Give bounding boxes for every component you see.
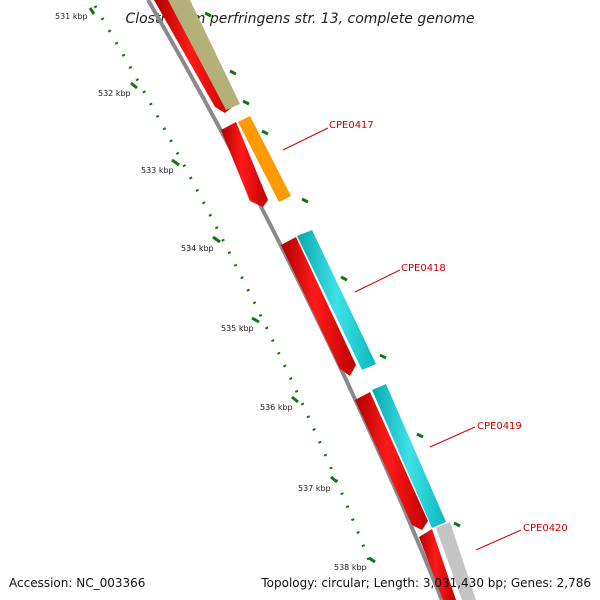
red-cds-feature xyxy=(221,122,268,207)
gene-label-cpe0417[interactable]: CPE0417 xyxy=(329,120,374,131)
major-tick xyxy=(368,556,376,564)
major-tick xyxy=(291,395,299,404)
major-tick xyxy=(88,7,96,15)
major-tick xyxy=(130,81,138,90)
cyan-gene-feature xyxy=(297,230,376,370)
cyan-gene-feature xyxy=(372,384,446,528)
gene-label-cpe0419[interactable]: CPE0419 xyxy=(477,421,522,432)
gene-label-cpe0418[interactable]: CPE0418 xyxy=(401,263,446,274)
tick-label: 536 kbp xyxy=(260,403,293,412)
major-tick xyxy=(171,158,180,167)
tick-label: 535 kbp xyxy=(221,324,254,333)
olive-gene-feature xyxy=(168,0,240,110)
tick-labels: 531 kbp 532 kbp 533 kbp 534 kbp 535 kbp … xyxy=(55,12,367,572)
tick-label: 531 kbp xyxy=(55,12,88,21)
red-cds-feature xyxy=(281,237,356,376)
tick-label: 532 kbp xyxy=(98,89,131,98)
major-tick xyxy=(251,316,260,324)
tick-label: 537 kbp xyxy=(298,484,331,493)
red-cds-feature xyxy=(355,392,428,530)
major-tick xyxy=(212,235,221,244)
gene-label-cpe0420[interactable]: CPE0420 xyxy=(523,523,568,534)
major-ticks xyxy=(88,7,376,564)
red-cds-feature xyxy=(419,529,456,600)
map-title: Clostridium perfringens str. 13, complet… xyxy=(125,11,474,27)
red-cds-track xyxy=(154,0,456,600)
genome-summary-text: Topology: circular; Length: 3,031,430 bp… xyxy=(260,576,591,590)
tick-label: 533 kbp xyxy=(141,166,174,175)
gene-callouts xyxy=(282,127,522,551)
grey-gene-feature xyxy=(436,522,476,600)
outer-gene-track xyxy=(168,0,476,600)
outer-ticks xyxy=(204,11,461,528)
major-tick xyxy=(330,475,338,484)
gene-labels: CPE0417 CPE0418 CPE0419 CPE0420 xyxy=(329,120,568,534)
accession-text: Accession: NC_003366 xyxy=(9,576,145,590)
tick-label: 538 kbp xyxy=(334,563,367,572)
orange-gene-feature xyxy=(238,116,291,202)
tick-label: 534 kbp xyxy=(181,244,214,253)
backbone xyxy=(146,0,444,600)
